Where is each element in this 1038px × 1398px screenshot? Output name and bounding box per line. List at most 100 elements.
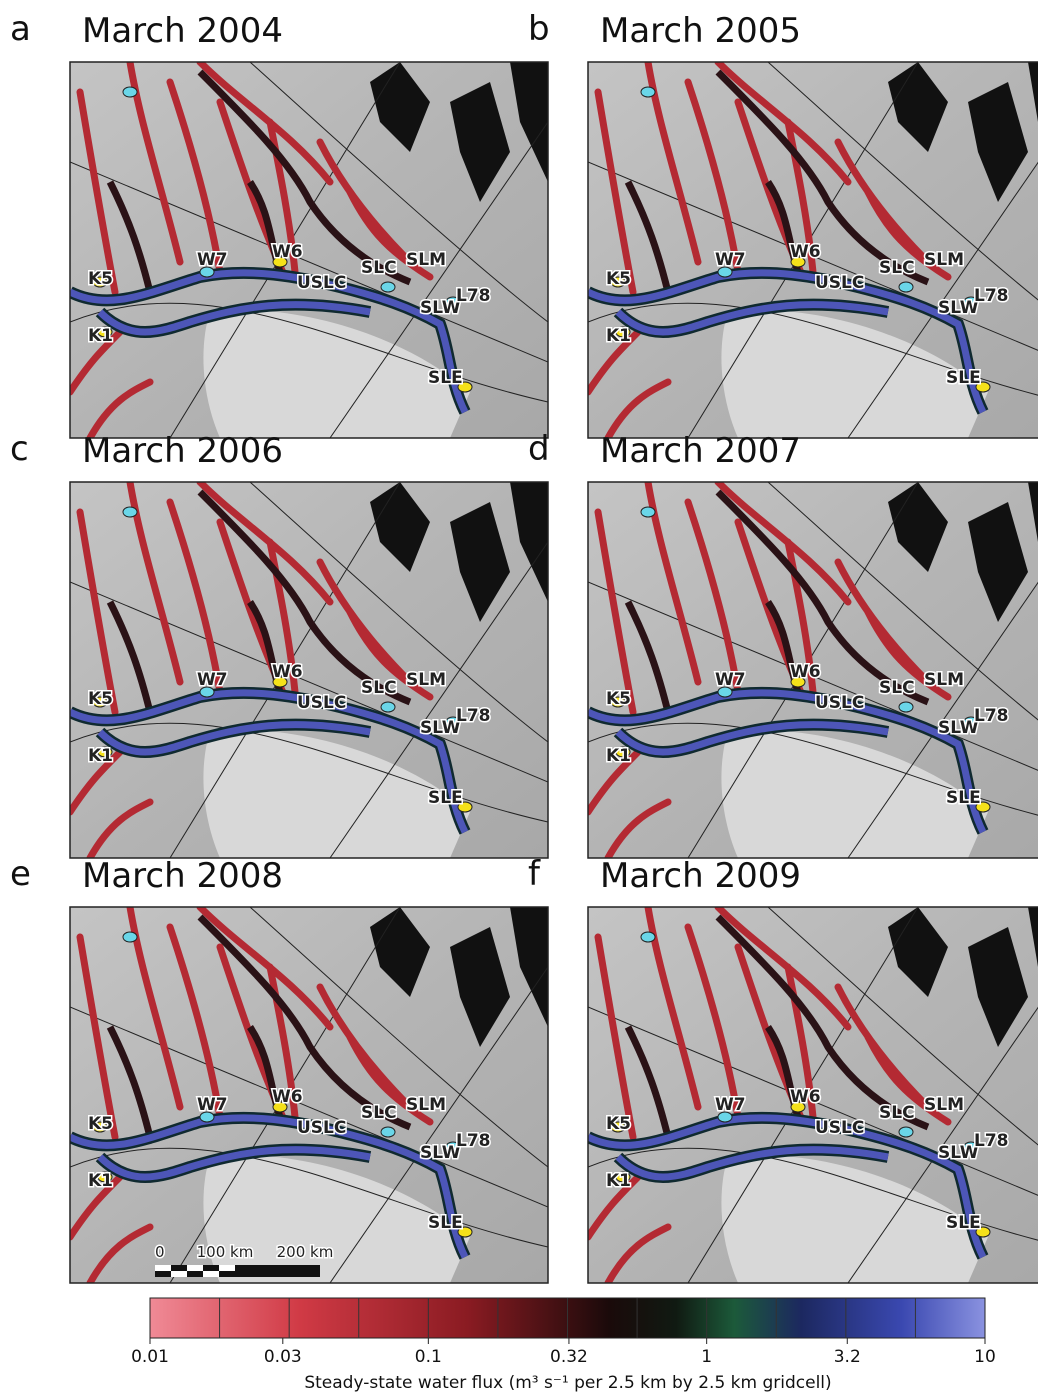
lake: [457, 381, 473, 393]
flux-path: [106, 1025, 154, 1138]
graticule: [70, 722, 548, 823]
flux-path: [266, 963, 299, 1121]
panel-letter: d: [528, 429, 550, 469]
lake-label: SLM: [406, 250, 446, 270]
flux-path: [196, 907, 334, 1031]
lake-label: W7: [197, 1095, 228, 1115]
scale-bar-label: 200 km: [277, 1243, 334, 1261]
lake-label: SLW: [420, 718, 461, 738]
flux-path: [715, 489, 930, 706]
lake: [272, 676, 288, 688]
lake-label: K1: [88, 326, 113, 346]
lake: [790, 676, 806, 688]
panel-frame: [69, 61, 549, 439]
ice-shelf: [203, 310, 470, 438]
flux-path: [166, 78, 224, 276]
flux-path: [714, 907, 852, 1031]
lake-label: SLE: [428, 368, 463, 388]
graticule: [767, 482, 1038, 721]
lake-label: L78: [456, 1131, 491, 1151]
flux-path: [70, 1173, 124, 1241]
lake: [610, 1121, 626, 1133]
flux-path: [97, 1146, 371, 1181]
lake-label: SLW: [938, 718, 979, 738]
ice-shelf: [721, 1155, 988, 1283]
lake: [199, 266, 215, 278]
colorbar-tick-label: 1: [701, 1347, 712, 1367]
flux-path: [684, 498, 742, 696]
lake-label: SLC: [361, 258, 397, 278]
lake-label: K5: [606, 689, 631, 709]
flux-path: [864, 1033, 952, 1126]
flux-path: [266, 538, 299, 696]
flux-path: [864, 608, 952, 701]
graticule: [70, 1147, 548, 1248]
lake: [380, 281, 396, 293]
graticule: [329, 541, 548, 858]
graticule: [588, 722, 1038, 816]
rock-outcrop: [370, 482, 548, 622]
flux-path: [604, 378, 672, 438]
ice-shelf: [721, 310, 988, 438]
lake-label: SLC: [361, 1103, 397, 1123]
lake-label: SLE: [946, 1213, 981, 1233]
lake-label: K5: [88, 269, 113, 289]
lake-label: W6: [272, 242, 303, 262]
panel-letter: b: [528, 9, 550, 49]
lake-label: K1: [606, 746, 631, 766]
colorbar-tick-label: 3.2: [834, 1347, 861, 1367]
flux-path: [594, 508, 637, 716]
lake-label: SLC: [879, 258, 915, 278]
lake-label: W7: [715, 1095, 746, 1115]
flux-path: [715, 69, 930, 286]
flux-path: [106, 180, 154, 293]
lake: [615, 1171, 631, 1183]
lake-label: SLW: [420, 298, 461, 318]
lake-label: W6: [790, 1087, 821, 1107]
scale-bar-seg: [203, 1271, 219, 1277]
colorbar-caption: Steady-state water flux (m³ s⁻¹ per 2.5 …: [304, 1373, 831, 1393]
lake: [97, 746, 113, 758]
flux-path: [196, 62, 334, 186]
flux-path: [588, 328, 642, 396]
panel-letter: c: [10, 429, 29, 469]
flux-path: [604, 798, 672, 858]
graticule: [687, 482, 919, 858]
rock-outcrop: [888, 62, 1038, 202]
flux-path: [784, 963, 817, 1121]
flux-path: [197, 914, 412, 1131]
panel-letter: a: [10, 9, 31, 49]
flux-path: [76, 88, 119, 296]
lake: [790, 256, 806, 268]
flux-path: [588, 1114, 987, 1259]
graticule: [169, 907, 401, 1283]
graticule: [70, 581, 548, 783]
lake-label: USLC: [297, 693, 346, 713]
panel-title: March 2005: [600, 11, 801, 51]
flux-path: [166, 498, 224, 696]
graticule: [70, 1006, 548, 1208]
lake: [610, 696, 626, 708]
lake-label: L78: [974, 286, 1009, 306]
lake-label: K1: [88, 746, 113, 766]
flux-path: [346, 188, 434, 281]
lake: [380, 701, 396, 713]
colorbar-tick-label: 0.32: [550, 1347, 588, 1367]
lake: [445, 716, 461, 728]
flux-path: [346, 1033, 434, 1126]
lake: [610, 276, 626, 288]
lake: [615, 326, 631, 338]
rock-outcrop: [888, 907, 1038, 1047]
flux-path: [106, 600, 154, 713]
panel-frame: [587, 906, 1038, 1284]
lake-label: L78: [974, 706, 1009, 726]
flux-path: [97, 721, 371, 756]
lake: [790, 1101, 806, 1113]
lake-label: W6: [272, 1087, 303, 1107]
flux-path: [784, 118, 817, 276]
panel-frame: [587, 481, 1038, 859]
